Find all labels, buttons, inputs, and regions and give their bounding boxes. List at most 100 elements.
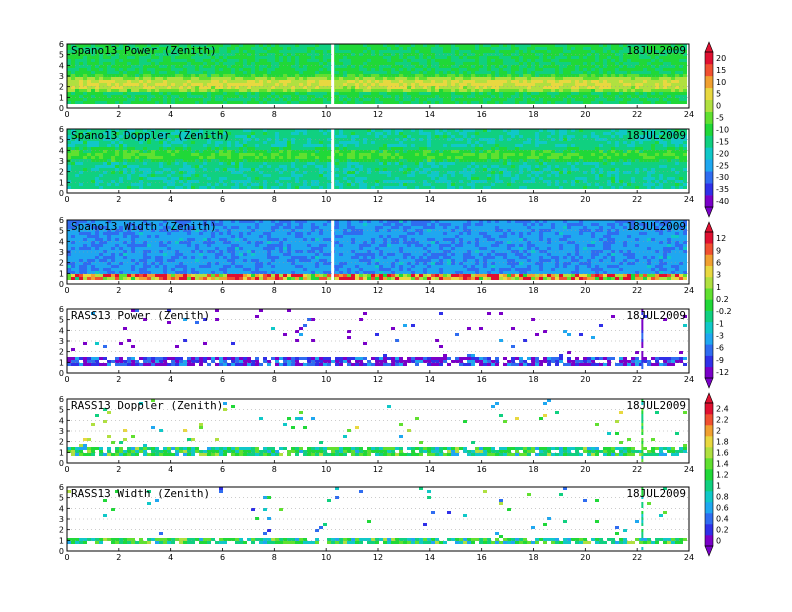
heatmap-cell xyxy=(183,156,187,159)
heatmap-cell xyxy=(223,156,227,159)
heatmap-cell xyxy=(543,77,547,80)
heatmap-cell xyxy=(499,144,503,147)
heatmap-cell xyxy=(563,159,567,162)
heatmap-cell xyxy=(627,159,631,162)
heatmap-cell xyxy=(547,135,551,138)
heatmap-cell xyxy=(303,86,307,89)
heatmap-cell xyxy=(391,156,395,159)
heatmap-cell xyxy=(391,53,395,56)
heatmap-cell xyxy=(363,101,367,104)
heatmap-cell xyxy=(603,98,607,101)
heatmap-cell xyxy=(315,50,319,53)
heatmap-cell xyxy=(79,162,83,165)
heatmap-cell xyxy=(563,74,567,77)
heatmap-cell xyxy=(599,68,603,71)
heatmap-cell xyxy=(447,62,451,65)
heatmap-cell xyxy=(615,53,619,56)
heatmap-cell xyxy=(295,98,299,101)
heatmap-cell xyxy=(667,129,671,132)
heatmap-cell xyxy=(575,59,579,62)
heatmap-cell xyxy=(591,59,595,62)
heatmap-cell xyxy=(543,141,547,144)
heatmap-cell xyxy=(615,68,619,71)
heatmap-cell xyxy=(351,47,355,50)
heatmap-cell xyxy=(459,53,463,56)
heatmap-cell xyxy=(159,77,163,80)
heatmap-cell xyxy=(539,71,543,74)
heatmap-cell xyxy=(135,156,139,159)
heatmap-cell xyxy=(643,147,647,150)
heatmap-cell xyxy=(639,101,643,104)
heatmap-cell xyxy=(131,162,135,165)
heatmap-cell xyxy=(479,147,483,150)
heatmap-cell xyxy=(543,156,547,159)
heatmap-cell xyxy=(667,80,671,83)
heatmap-cell xyxy=(491,83,495,86)
heatmap-cell xyxy=(195,156,199,159)
heatmap-cell xyxy=(679,141,683,144)
heatmap-cell xyxy=(91,153,95,156)
heatmap-cell xyxy=(251,62,255,65)
heatmap-cell xyxy=(643,86,647,89)
heatmap-cell xyxy=(487,80,491,83)
heatmap-cell xyxy=(447,144,451,147)
heatmap-cell xyxy=(583,71,587,74)
heatmap-cell xyxy=(363,141,367,144)
heatmap-cell xyxy=(683,159,687,162)
heatmap-cell xyxy=(575,44,579,47)
heatmap-cell xyxy=(639,98,643,101)
heatmap-cell xyxy=(195,95,199,98)
heatmap-cell xyxy=(363,53,367,56)
heatmap-cell xyxy=(527,129,531,132)
heatmap-cell xyxy=(391,141,395,144)
heatmap-cell xyxy=(387,50,391,53)
heatmap-cell xyxy=(311,68,315,71)
heatmap-cell xyxy=(379,71,383,74)
heatmap-cell xyxy=(631,92,635,95)
heatmap-cell xyxy=(391,77,395,80)
heatmap-cell xyxy=(243,162,247,165)
heatmap-cell xyxy=(247,77,251,80)
heatmap-cell xyxy=(203,135,207,138)
heatmap-cell xyxy=(127,98,131,101)
heatmap-cell xyxy=(119,159,123,162)
heatmap-cell xyxy=(643,62,647,65)
heatmap-cell xyxy=(227,141,231,144)
heatmap-cell xyxy=(143,59,147,62)
heatmap-cell xyxy=(555,83,559,86)
heatmap-cell xyxy=(555,68,559,71)
heatmap-cell xyxy=(539,92,543,95)
heatmap-cell xyxy=(379,77,383,80)
heatmap-cell xyxy=(355,92,359,95)
heatmap-cell xyxy=(587,156,591,159)
heatmap-cell xyxy=(83,89,87,92)
heatmap-cell xyxy=(671,89,675,92)
heatmap-cell xyxy=(383,150,387,153)
heatmap-cell xyxy=(651,56,655,59)
heatmap-cell xyxy=(171,50,175,53)
heatmap-cell xyxy=(347,159,351,162)
heatmap-cell xyxy=(187,101,191,104)
heatmap-cell xyxy=(567,147,571,150)
heatmap-cell xyxy=(95,147,99,150)
heatmap-cell xyxy=(643,74,647,77)
heatmap-cell xyxy=(455,144,459,147)
heatmap-cell xyxy=(659,53,663,56)
heatmap-cell xyxy=(211,65,215,68)
heatmap-cell xyxy=(463,80,467,83)
heatmap-cell xyxy=(95,89,99,92)
heatmap-cell xyxy=(647,95,651,98)
heatmap-cell xyxy=(75,141,79,144)
heatmap-cell xyxy=(315,53,319,56)
heatmap-cell xyxy=(523,53,527,56)
heatmap-cell xyxy=(247,71,251,74)
heatmap-cell xyxy=(139,80,143,83)
heatmap-cell xyxy=(175,95,179,98)
heatmap-cell xyxy=(343,156,347,159)
heatmap-cell xyxy=(435,132,439,135)
heatmap-cell xyxy=(215,53,219,56)
heatmap-cell xyxy=(103,138,107,141)
heatmap-cell xyxy=(483,47,487,50)
heatmap-cell xyxy=(623,89,627,92)
heatmap-cell xyxy=(191,92,195,95)
